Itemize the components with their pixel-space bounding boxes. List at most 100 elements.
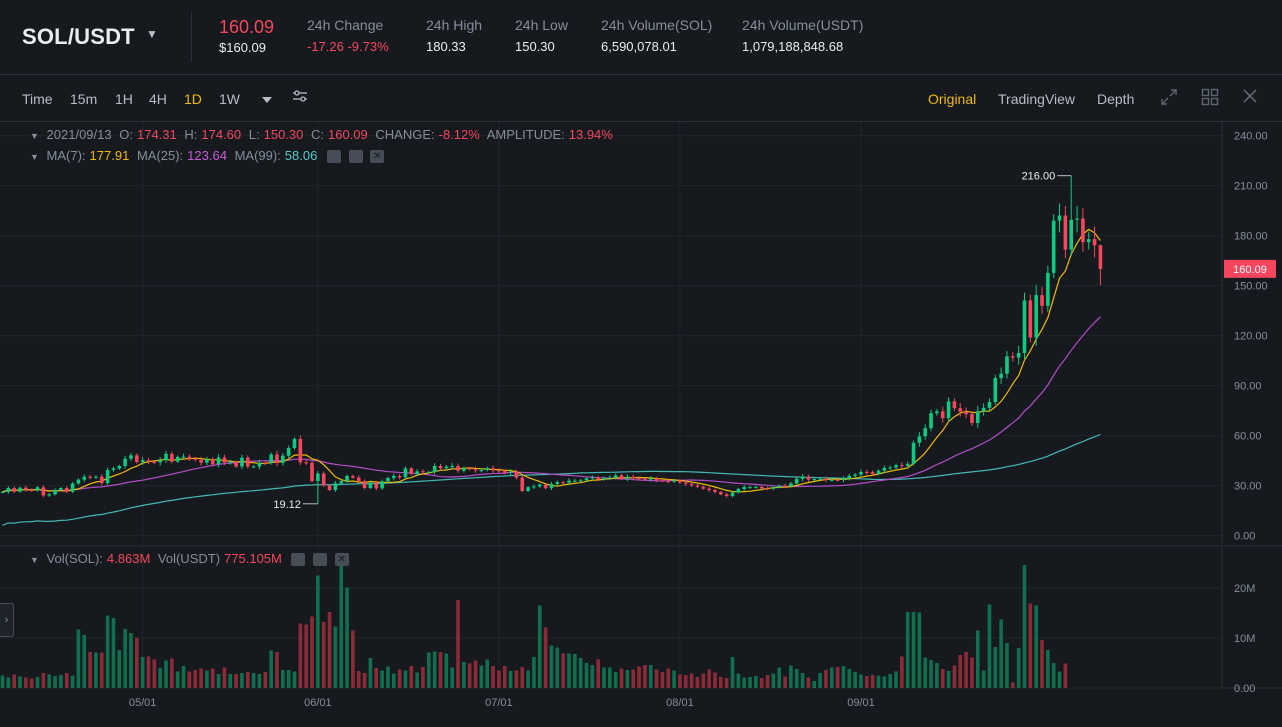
price-tick-label: 90.00 (1234, 381, 1262, 393)
volume-bar (210, 668, 215, 688)
candle-body (491, 468, 495, 471)
view-tradingview[interactable]: TradingView (998, 91, 1076, 107)
chevron-right-icon[interactable]: › (0, 603, 14, 637)
volume-bar (216, 674, 221, 688)
volume-bar (263, 672, 268, 688)
candle-body (754, 486, 758, 488)
close-icon[interactable]: ✕ (334, 553, 349, 567)
stat-24h-low: 24h Low 150.30 (515, 17, 568, 54)
volume-bar (304, 624, 308, 688)
interval-1d[interactable]: 1D (184, 91, 202, 107)
legend-date: 2021/09/13 (46, 127, 112, 142)
candle-body (0, 492, 5, 493)
volume-bar (1057, 671, 1062, 688)
volume-bar (719, 677, 723, 688)
volume-bar (584, 663, 589, 688)
volume-bar (421, 667, 425, 688)
volume-bar (456, 600, 460, 688)
settings-icon[interactable] (313, 553, 328, 567)
stat-value: 150.30 (515, 39, 555, 54)
volume-bar (368, 658, 373, 688)
candle-body (6, 488, 11, 492)
interval-time[interactable]: Time (22, 91, 53, 107)
interval-15m[interactable]: 15m (70, 91, 98, 107)
candle-body (181, 456, 186, 458)
volume-bar (70, 675, 75, 688)
volume-bar (1034, 605, 1038, 688)
settings-sliders-icon[interactable] (292, 88, 308, 109)
candle-body (467, 468, 472, 470)
volume-bar (981, 670, 986, 688)
candle-body (514, 471, 519, 478)
expand-icon[interactable] (1160, 88, 1178, 111)
volume-bar (222, 667, 227, 688)
volume-bar (245, 672, 250, 688)
candle-body (964, 411, 968, 415)
volume-tick-label: 10M (1234, 633, 1255, 645)
interval-4h[interactable]: 4H (149, 91, 167, 107)
view-original[interactable]: Original (928, 91, 977, 107)
volume-bar (812, 681, 817, 688)
volume-bar (549, 645, 554, 688)
volume-bar (689, 673, 694, 688)
interval-1h[interactable]: 1H (115, 91, 133, 107)
candle-body (333, 483, 338, 490)
collapse-caret-icon[interactable]: ▼ (30, 555, 39, 565)
ma7-line (2, 228, 1101, 493)
candle-body (596, 477, 600, 480)
candle-body (975, 411, 980, 423)
candle-body (281, 455, 285, 463)
pair-symbol[interactable]: SOL/USDT (22, 24, 135, 49)
volume-bar (316, 575, 320, 688)
volume-bar (648, 665, 653, 688)
eye-icon[interactable] (326, 150, 341, 164)
candle-body (432, 466, 437, 472)
volume-bar (64, 673, 69, 688)
candle-body (789, 483, 793, 487)
candle-body (1086, 239, 1091, 243)
eye-icon[interactable] (291, 553, 306, 567)
view-depth[interactable]: Depth (1097, 91, 1135, 107)
volume-bar (970, 657, 974, 688)
volume-bar (135, 638, 139, 688)
candle-body (210, 459, 215, 465)
candle-body (643, 478, 647, 480)
candle-body (794, 478, 799, 484)
stat-value: 1,079,188,848.68 (742, 39, 844, 54)
volume-bar (380, 670, 384, 688)
ma7-label: MA(7): (46, 148, 86, 163)
candle-body (140, 460, 145, 462)
price-tick-label: 60.00 (1234, 431, 1262, 443)
legend-high: 174.60 (201, 127, 242, 142)
collapse-caret-icon[interactable]: ▼ (30, 131, 39, 141)
volume-bar (123, 629, 127, 688)
candle-body (462, 468, 466, 471)
candle-body (1081, 218, 1085, 243)
chevron-down-icon[interactable] (261, 92, 273, 110)
candle-body (1051, 220, 1056, 273)
candle-body (53, 489, 57, 495)
candle-body (47, 494, 52, 496)
settings-icon[interactable] (348, 150, 363, 164)
volume-bar (754, 676, 758, 688)
volume-bar (958, 655, 963, 688)
candle-body (701, 486, 706, 489)
volume-bar (1028, 603, 1033, 688)
candle-body (351, 476, 355, 478)
candle-body (660, 480, 665, 482)
volume-bar (117, 650, 122, 688)
candle-body (672, 480, 676, 482)
interval-1w[interactable]: 1W (219, 91, 240, 107)
close-icon[interactable]: ✕ (370, 150, 385, 164)
volume-bar (35, 677, 40, 688)
volume-bar (345, 587, 349, 688)
collapse-caret-icon[interactable]: ▼ (30, 152, 39, 162)
volume-bar (1040, 640, 1044, 688)
volume-bar (1022, 565, 1027, 688)
candle-body (59, 488, 63, 490)
chevron-down-icon[interactable]: ▼ (146, 27, 158, 41)
close-icon[interactable] (1242, 88, 1258, 109)
grid-icon[interactable] (1201, 88, 1219, 111)
candle-body (573, 480, 577, 482)
